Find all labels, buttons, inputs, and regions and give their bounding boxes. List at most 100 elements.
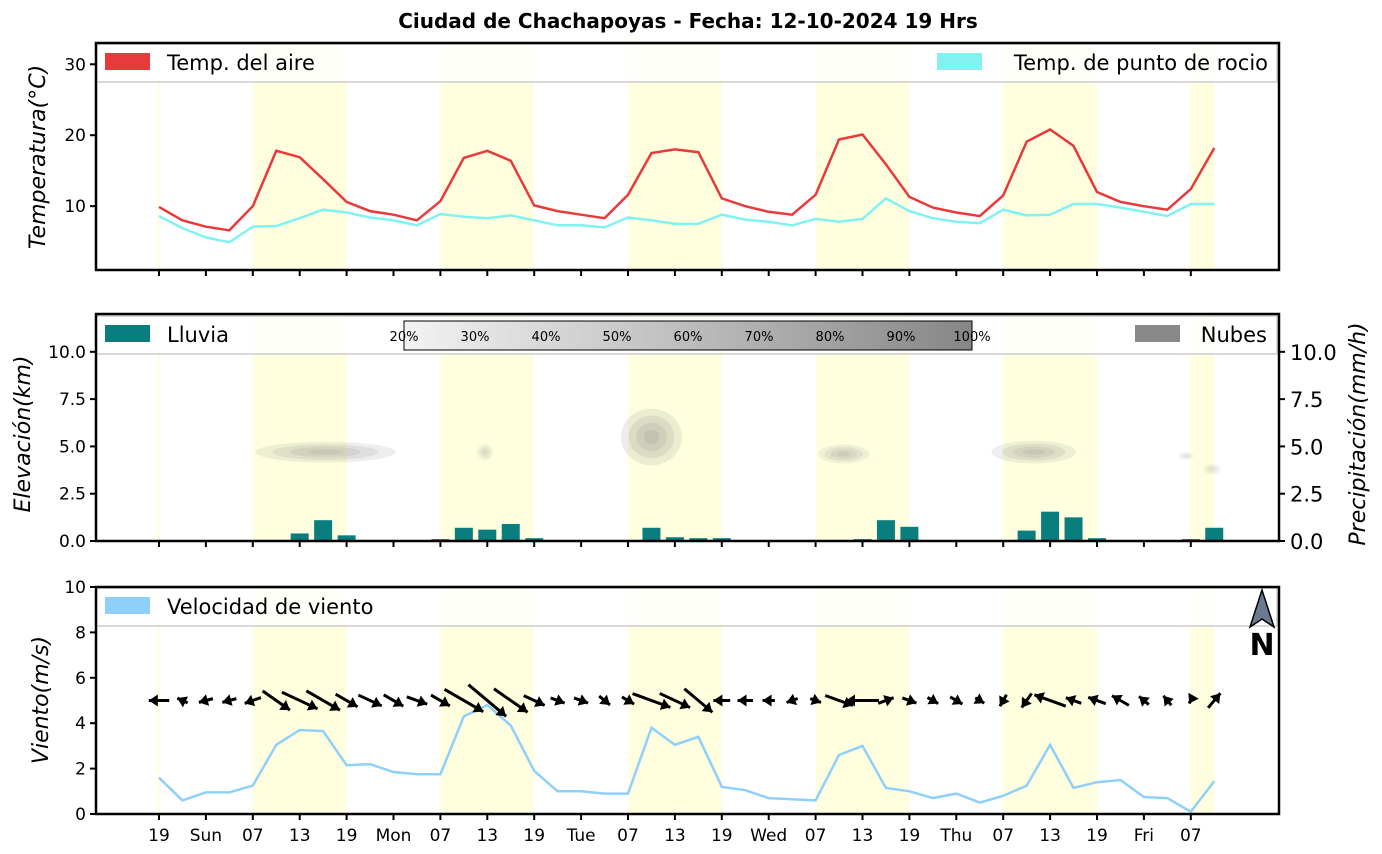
rain-bar xyxy=(665,537,684,541)
wind-arrow-head xyxy=(846,694,855,707)
colorbar-label: 20% xyxy=(390,330,419,345)
wind-speed-line xyxy=(158,703,1216,814)
wind-legend xyxy=(95,587,1278,627)
x-tick-label: 13 xyxy=(289,826,311,846)
wind-arrow-head xyxy=(306,699,318,711)
x-tick-label: Wed xyxy=(750,826,787,846)
x-tick-label: 13 xyxy=(852,826,874,846)
daylight-band xyxy=(1190,587,1215,814)
temp-air-legend-label: Temp. del aire xyxy=(166,51,315,75)
daylight-band xyxy=(1190,43,1215,270)
wind-swatch xyxy=(105,597,150,614)
wind-arrow-head xyxy=(516,702,528,713)
x-tick-label: Tue xyxy=(566,826,596,846)
y-tick-label: 20 xyxy=(64,126,86,146)
wind-arrow xyxy=(357,693,383,708)
wind-arrow xyxy=(659,692,691,710)
wind-arrow xyxy=(786,693,799,706)
temp-dew-legend-label: Temp. de punto de rocio xyxy=(1013,51,1268,75)
wind-axis-label: Viento(m/s) xyxy=(29,636,54,764)
x-tick-label: 07 xyxy=(992,826,1014,846)
rain-bar xyxy=(501,523,520,541)
wind-arrow-head xyxy=(1112,694,1123,706)
wind-arrow-head xyxy=(1065,695,1077,707)
wind-arrow xyxy=(305,689,341,712)
wind-arrow-head xyxy=(679,698,691,710)
wind-arrow xyxy=(846,694,879,707)
wind-arrow xyxy=(998,694,1010,707)
wind-arrow xyxy=(221,694,237,706)
cloud-cell xyxy=(620,408,682,466)
wind-arrow-head xyxy=(973,693,985,704)
wind-arrow xyxy=(683,687,714,714)
cloud-cell xyxy=(1209,467,1215,471)
cloud-legend-label: Nubes xyxy=(1201,323,1267,347)
rain-bar xyxy=(712,538,731,541)
wind-axes-frame xyxy=(94,585,1281,816)
cloud-swatch xyxy=(1135,325,1180,342)
daylight-band xyxy=(157,43,161,270)
y-tick-label: 4 xyxy=(75,714,86,734)
wind-arrow xyxy=(261,689,291,712)
wind-arrow-head xyxy=(1088,694,1099,707)
wind-arrow xyxy=(762,694,775,707)
rain-bar xyxy=(337,535,356,541)
wind-legend-label: Velocidad de viento xyxy=(167,595,373,619)
cloud-cell xyxy=(290,446,361,458)
cloud-cell xyxy=(1202,463,1222,475)
rain-bar xyxy=(642,527,661,541)
cloud-cell xyxy=(830,449,857,459)
x-tick-label: 19 xyxy=(336,826,358,846)
temp-air-swatch xyxy=(105,53,150,70)
rain-bar xyxy=(1088,538,1106,541)
y-tick-label: 10 xyxy=(64,197,86,217)
rain-bar xyxy=(876,520,895,541)
x-tick-label: 19 xyxy=(711,826,733,846)
cloud-cell xyxy=(1012,446,1055,458)
wind-arrow-head xyxy=(416,695,428,707)
rain-bar xyxy=(1205,527,1224,541)
wind-arrow-head xyxy=(177,696,188,708)
y-tick-label-right: 0.0 xyxy=(1290,530,1323,554)
precip-axes-frame xyxy=(94,312,1281,543)
wind-arrow xyxy=(176,696,189,708)
y-tick-label: 2 xyxy=(75,760,86,780)
wind-arrow xyxy=(824,694,854,709)
cloud-cell xyxy=(643,429,660,445)
wind-arrow xyxy=(467,683,508,718)
colorbar-label: 50% xyxy=(603,330,632,345)
north-arrow-icon xyxy=(1248,587,1276,629)
y-tick-label: 0.0 xyxy=(59,532,86,552)
wind-arrow xyxy=(901,694,917,706)
rain-bar xyxy=(1064,517,1083,541)
colorbar-label: 40% xyxy=(532,330,561,345)
y-tick-label-right: 7.5 xyxy=(1290,388,1323,412)
cloud-cell xyxy=(480,447,490,457)
temperature-panel: Temp. del aire Temp. de punto de rocio 1… xyxy=(26,41,1281,276)
elevation-axis-label: Elevación(km) xyxy=(11,356,36,513)
x-tick-label: 13 xyxy=(476,826,498,846)
wind-arrow-head xyxy=(329,700,340,711)
wind-arrow-head xyxy=(533,696,545,708)
wind-arrow-head xyxy=(244,694,256,707)
wind-arrow-head xyxy=(762,694,772,707)
wind-arrow xyxy=(281,690,319,711)
y-tick-label-right: 2.5 xyxy=(1290,483,1323,507)
cloud-cell xyxy=(476,443,494,461)
wind-arrow-head xyxy=(1188,692,1199,704)
wind-arrow-head xyxy=(279,700,290,711)
y-tick-label: 0 xyxy=(75,805,86,825)
cloud-cell xyxy=(482,449,488,455)
x-tick-label: 07 xyxy=(242,826,264,846)
wind-panel: Velocidad de viento N 0 2 4 6 8 10 Viento(m/s… xyxy=(29,578,1281,846)
wind-arrow xyxy=(382,693,405,708)
wind-arrow xyxy=(1138,695,1150,707)
precipitation-axis-label: Precipitación(mm/h) xyxy=(1346,322,1371,545)
cloud-cell xyxy=(272,444,379,460)
x-tick-label: 13 xyxy=(664,826,686,846)
wind-arrow xyxy=(443,688,484,713)
y-tick-label: 30 xyxy=(64,55,86,75)
wind-arrow xyxy=(973,693,986,705)
wind-arrow-head xyxy=(905,694,917,706)
rain-bar xyxy=(454,527,473,541)
